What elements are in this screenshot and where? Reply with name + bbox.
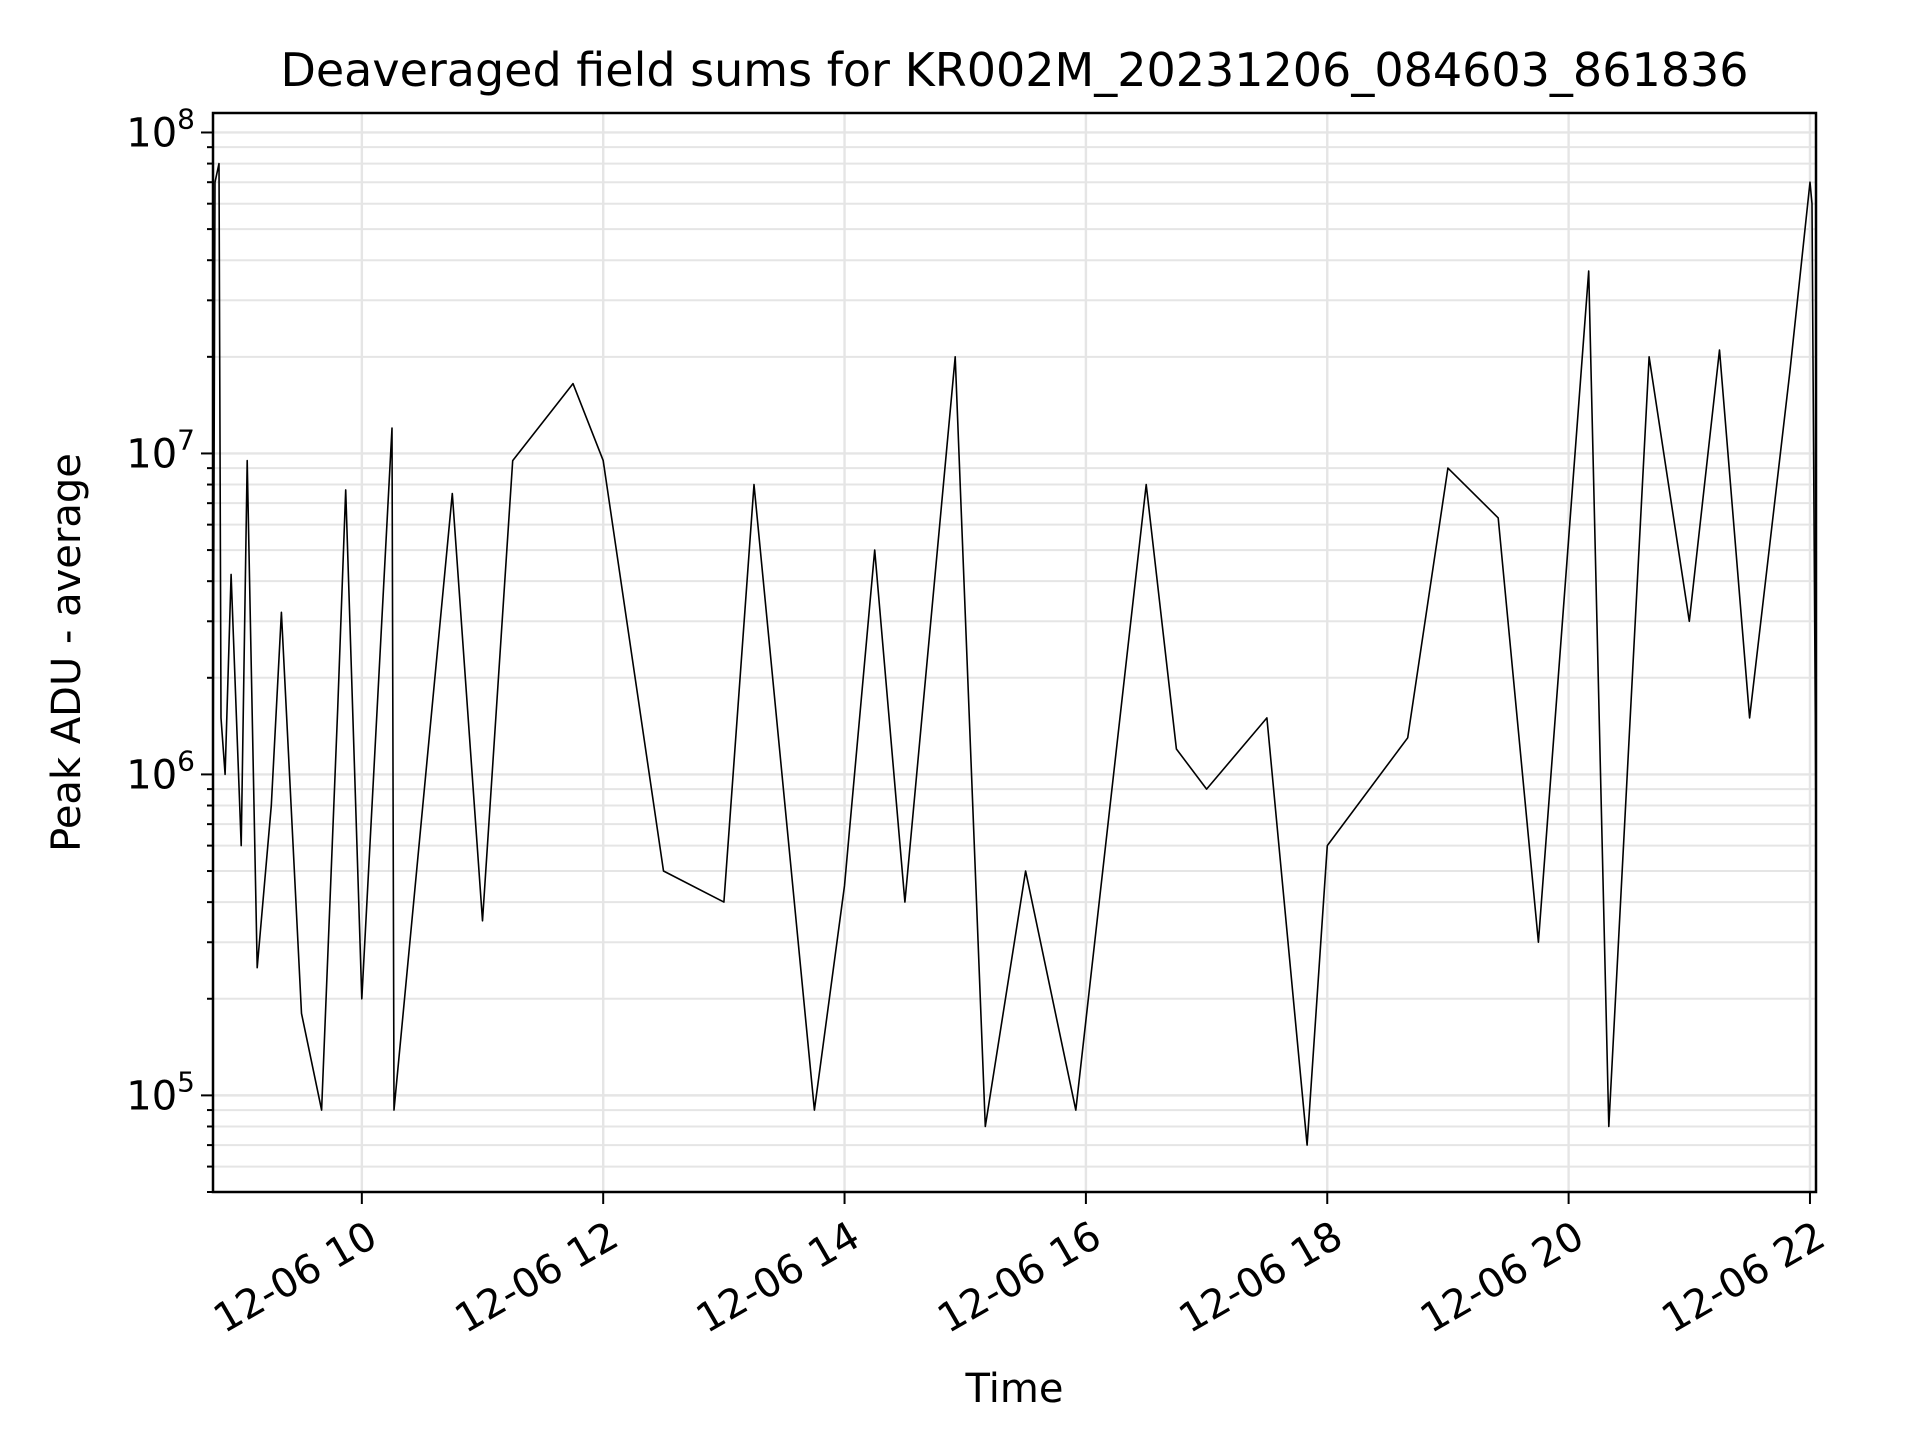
series-layer [212, 162, 1817, 1146]
y-axis-label: Peak ADU - average [44, 453, 90, 852]
plot-frame [211, 111, 1818, 1194]
grid-layer [213, 113, 1816, 1193]
y-tick-label: 108 [126, 102, 195, 156]
y-tick-label: 107 [126, 423, 195, 477]
y-tick-label: 105 [126, 1065, 195, 1119]
chart-title: Deaveraged field sums for KR002M_2023120… [280, 43, 1748, 97]
series-line [212, 162, 1817, 1146]
x-axis-label: Time [965, 1366, 1064, 1412]
y-tick-label: 106 [126, 744, 195, 798]
